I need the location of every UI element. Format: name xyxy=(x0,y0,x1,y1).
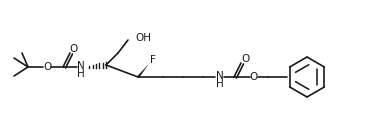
Text: H: H xyxy=(77,69,85,79)
Text: OH: OH xyxy=(135,33,151,43)
Text: F: F xyxy=(150,55,156,65)
Text: O: O xyxy=(250,72,258,82)
Text: N: N xyxy=(216,71,224,81)
Text: O: O xyxy=(241,54,249,64)
Text: O: O xyxy=(43,62,51,72)
Text: N: N xyxy=(77,61,85,71)
Text: O: O xyxy=(70,44,78,54)
Polygon shape xyxy=(136,65,148,77)
Text: H: H xyxy=(216,79,224,89)
